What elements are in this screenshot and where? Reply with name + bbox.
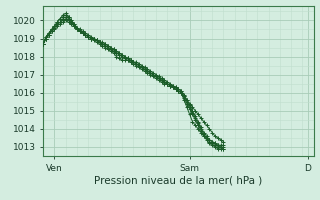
X-axis label: Pression niveau de la mer( hPa ): Pression niveau de la mer( hPa ) — [94, 175, 262, 185]
